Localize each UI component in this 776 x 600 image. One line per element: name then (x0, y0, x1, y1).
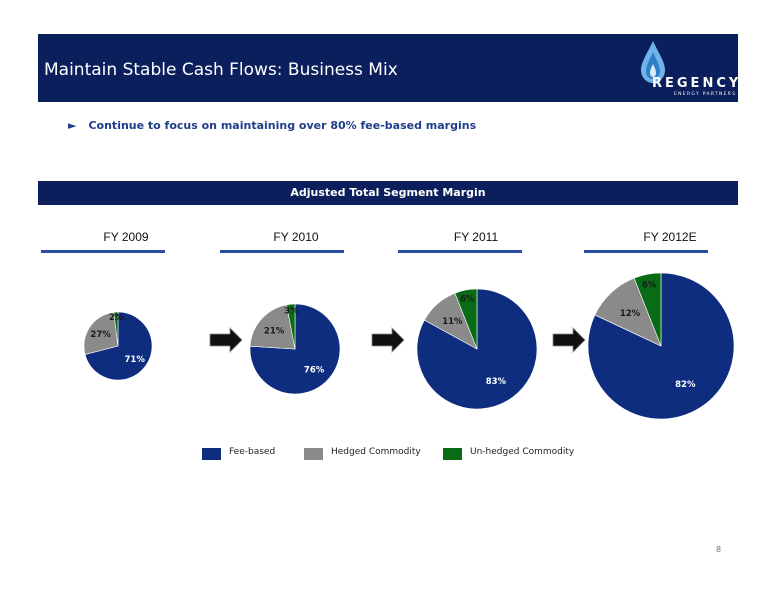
legend-label-fee-based: Fee-based (229, 447, 276, 457)
fy-2012e-fee-based-label: 82% (675, 380, 696, 390)
fy-2009-rule (41, 250, 165, 253)
logo-tagline: ENERGY PARTNERS (674, 92, 737, 97)
section-title: Adjusted Total Segment Margin (38, 181, 738, 205)
fy-2009-label: FY 2009 (103, 230, 149, 244)
fy-2011-unhedged-slice (454, 288, 478, 350)
transition-arrows (209, 327, 586, 353)
title-banner: Maintain Stable Cash Flows: Business Mix… (38, 34, 738, 102)
fy-2011-fee-based-slice (416, 288, 538, 410)
legend-swatch-fee-based (202, 448, 221, 460)
fy-2011-hedged-label: 11% (442, 317, 463, 327)
fy-2012e-unhedged-label: 6% (642, 280, 657, 290)
regency-logo: REGENCY ENERGY PARTNERS (638, 38, 738, 100)
legend-swatch-hedged (304, 448, 323, 460)
fy-2010-unhedged-label: 3% (284, 307, 299, 317)
right-arrow-icon-1 (209, 327, 243, 353)
fy-2011-unhedged-label: 6% (460, 294, 475, 304)
fy-2011-label: FY 2011 (453, 230, 499, 244)
fy-2012e-hedged-label: 12% (620, 309, 641, 319)
right-arrow-icon-2 (371, 327, 405, 353)
fy-2010-label: FY 2010 (273, 230, 319, 244)
fy-2012e-label: FY 2012E (643, 230, 697, 244)
logo-wordmark: REGENCY (652, 76, 742, 91)
fy-2009-hedged-label: 27% (90, 330, 111, 340)
fy-2010-unhedged-slice (286, 303, 296, 350)
legend-swatch-unhedged (443, 448, 462, 460)
bullet-point: ► Continue to focus on maintaining over 8… (68, 119, 476, 132)
fy-2011-fee-based-label: 83% (486, 377, 507, 387)
fy-2009-unhedged-label: 2% (109, 313, 124, 323)
fy-2010-fee-based-label: 76% (304, 365, 325, 375)
bullet-text: Continue to focus on maintaining over 80… (88, 119, 477, 132)
fy-2009-fee-based-label: 71% (125, 355, 146, 365)
bullet-arrow-icon: ► (68, 119, 77, 132)
page-number: 8 (716, 545, 722, 554)
legend-label-hedged: Hedged Commodity (331, 447, 421, 457)
fy-2010-hedged-label: 21% (264, 327, 285, 337)
fy-2009-fee-based-slice (84, 311, 153, 381)
fy-2012e-rule (584, 250, 708, 253)
fy-2010-rule (220, 250, 344, 253)
legend-label-unhedged: Un-hedged Commodity (470, 447, 575, 457)
right-arrow-icon-3 (552, 327, 586, 353)
fy-2011-rule (398, 250, 522, 253)
fy-2009-hedged-slice (83, 311, 119, 355)
pie-group: 71% 27% 2% 76% 21% 3% 83% 11% 6% 82% 12% 6% (83, 272, 735, 420)
fy-2010-hedged-slice (249, 304, 296, 350)
page-title: Maintain Stable Cash Flows: Business Mix (44, 60, 398, 80)
fy-2009-unhedged-slice (113, 311, 119, 347)
fy-2012e-unhedged-slice (633, 272, 662, 347)
flame-drop-icon (641, 41, 665, 83)
